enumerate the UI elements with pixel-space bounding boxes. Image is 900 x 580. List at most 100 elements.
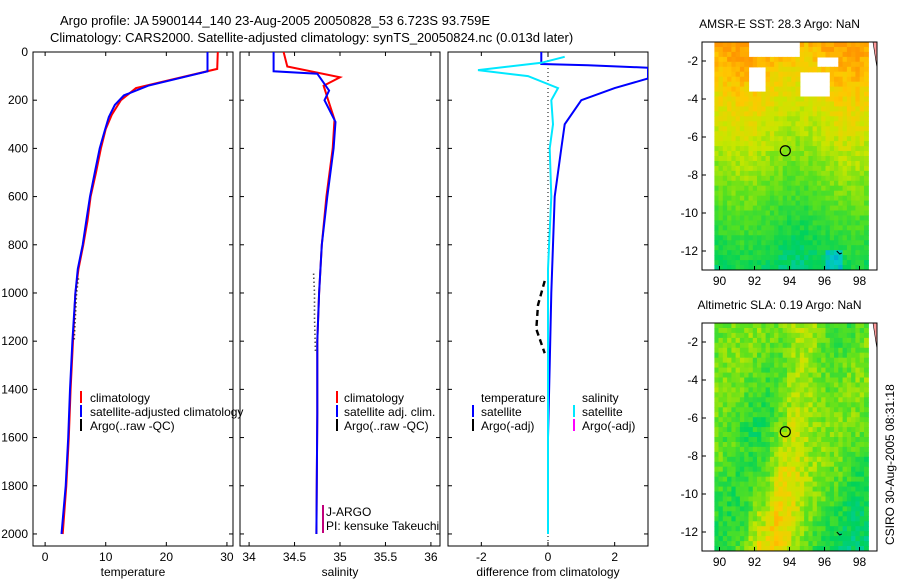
map-cell bbox=[782, 332, 788, 339]
map-cell bbox=[769, 175, 775, 182]
map-cell bbox=[816, 255, 822, 261]
map-cell bbox=[838, 432, 844, 438]
map-cell bbox=[816, 165, 822, 172]
map-cell bbox=[718, 536, 724, 542]
map-cell bbox=[765, 136, 771, 142]
map-cell bbox=[842, 185, 848, 192]
map-y-tick-label: -8 bbox=[687, 168, 698, 182]
map-cell bbox=[752, 225, 758, 231]
map-cell bbox=[735, 91, 741, 98]
map-cell bbox=[821, 501, 827, 507]
map-cell bbox=[722, 141, 728, 147]
map-cell bbox=[829, 367, 835, 374]
map-cell bbox=[851, 446, 856, 453]
map-cell bbox=[722, 131, 728, 137]
map-cell bbox=[731, 461, 737, 468]
map-cell bbox=[748, 521, 754, 527]
map-cell bbox=[739, 136, 745, 142]
map-cell bbox=[791, 541, 797, 547]
map-cell bbox=[864, 516, 869, 522]
map-cell bbox=[838, 106, 844, 112]
map-cell bbox=[787, 240, 792, 246]
map-cell bbox=[714, 367, 720, 374]
map-cell bbox=[714, 337, 720, 344]
map-cell bbox=[739, 323, 745, 329]
map-cell bbox=[739, 481, 745, 488]
map-cell bbox=[739, 461, 745, 468]
map-cell bbox=[769, 61, 775, 68]
map-cell bbox=[821, 422, 827, 428]
map-cell bbox=[829, 526, 835, 532]
map-cell bbox=[838, 136, 844, 142]
map-cell bbox=[812, 235, 818, 241]
map-cell bbox=[739, 337, 745, 344]
map-cell bbox=[808, 210, 814, 217]
map-cell bbox=[855, 402, 861, 408]
map-cell bbox=[859, 180, 865, 187]
map-cell bbox=[829, 521, 835, 527]
map-cell bbox=[722, 427, 728, 433]
map-cell bbox=[808, 476, 814, 483]
map-cell bbox=[718, 476, 724, 483]
map-cell bbox=[714, 106, 720, 112]
map-cell bbox=[778, 491, 784, 498]
map-cell bbox=[825, 215, 831, 222]
map-cell bbox=[851, 476, 856, 483]
difference-legend: temperature salinity satellite Argo(-adj… bbox=[472, 391, 635, 433]
map-cell bbox=[855, 432, 861, 438]
map-cell bbox=[765, 180, 771, 187]
map-cell bbox=[834, 377, 839, 384]
map-cell bbox=[774, 170, 779, 177]
map-cell bbox=[864, 165, 869, 172]
map-cell bbox=[846, 255, 852, 261]
x-tick-label: -2 bbox=[476, 550, 487, 564]
map-cell bbox=[825, 526, 831, 532]
map-cell bbox=[812, 531, 818, 537]
map-cell bbox=[748, 427, 754, 433]
map-cell bbox=[765, 541, 771, 547]
map-cell bbox=[846, 417, 852, 423]
map-cell bbox=[812, 417, 818, 423]
map-cell bbox=[791, 456, 797, 463]
map-cell bbox=[774, 230, 779, 236]
map-cell bbox=[851, 486, 856, 493]
map-cell bbox=[795, 185, 801, 192]
map-cell bbox=[718, 195, 724, 202]
map-cell bbox=[765, 332, 771, 339]
map-cell bbox=[778, 446, 784, 453]
map-cell bbox=[727, 397, 732, 403]
map-cell bbox=[778, 531, 784, 537]
map-cell bbox=[739, 81, 745, 88]
map-cell bbox=[739, 451, 745, 458]
map-cell bbox=[739, 111, 745, 117]
map-cell bbox=[842, 131, 848, 137]
map-cell bbox=[864, 161, 869, 167]
map-cell bbox=[821, 541, 827, 547]
legend-swatch-argo bbox=[336, 419, 338, 431]
map-cell bbox=[834, 185, 839, 192]
map-cell bbox=[769, 101, 775, 108]
map-cell bbox=[735, 471, 741, 478]
map-cell bbox=[812, 392, 818, 398]
map-cell bbox=[842, 511, 848, 517]
map-cell bbox=[812, 456, 818, 463]
map-cell bbox=[769, 442, 775, 448]
map-cell bbox=[842, 471, 848, 478]
map-cell bbox=[851, 342, 856, 349]
map-cell bbox=[864, 372, 869, 379]
map-cell bbox=[859, 245, 865, 251]
map-cell bbox=[821, 491, 827, 498]
map-cell bbox=[804, 225, 809, 231]
map-cell bbox=[859, 422, 865, 428]
map-cell bbox=[722, 392, 728, 398]
map-cell bbox=[821, 506, 827, 512]
map-cell bbox=[859, 531, 865, 537]
map-cell bbox=[727, 260, 732, 266]
map-cell bbox=[748, 141, 754, 147]
map-cell bbox=[829, 328, 835, 334]
map-cell bbox=[838, 392, 844, 398]
map-cell bbox=[859, 161, 865, 167]
map-cell bbox=[769, 446, 775, 453]
map-cell bbox=[808, 397, 814, 403]
map-cell bbox=[825, 357, 831, 364]
